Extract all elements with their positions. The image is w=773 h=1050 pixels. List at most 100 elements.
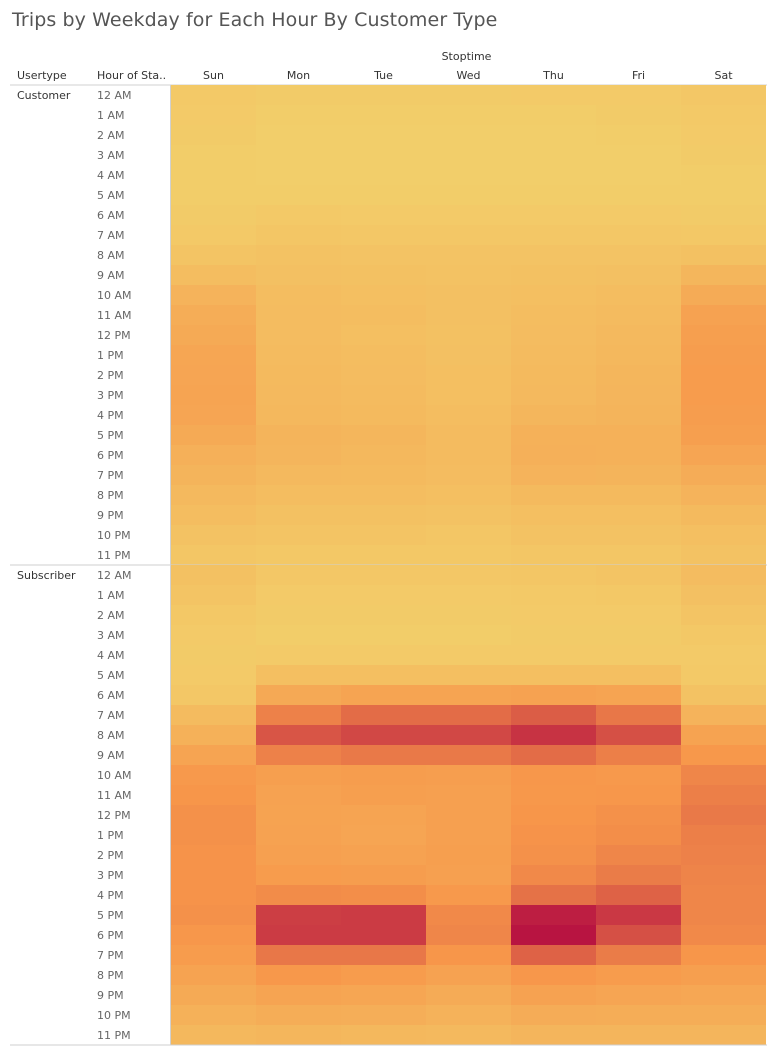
heatmap-cell <box>681 145 766 165</box>
heatmap-cell <box>341 825 426 845</box>
heatmap-cell <box>341 85 426 105</box>
heatmap-cell <box>511 745 596 765</box>
heatmap-cell <box>256 705 341 725</box>
heatmap-cell <box>511 205 596 225</box>
heatmap-cell <box>341 585 426 605</box>
heatmap-cell <box>681 605 766 625</box>
heatmap-cell <box>341 305 426 325</box>
heatmap-cell <box>171 825 256 845</box>
hour-label: 8 AM <box>97 729 125 742</box>
heatmap-cell <box>426 85 511 105</box>
hour-label: 6 PM <box>97 449 124 462</box>
heatmap-cell <box>596 705 681 725</box>
heatmap-cell <box>596 105 681 125</box>
heatmap-cell <box>681 585 766 605</box>
heatmap-cell <box>256 405 341 425</box>
heatmap-cell <box>171 685 256 705</box>
heatmap-cell <box>596 645 681 665</box>
heatmap-cell <box>681 165 766 185</box>
hour-label: 7 AM <box>97 709 125 722</box>
heatmap-cell <box>511 465 596 485</box>
heatmap-cell <box>426 505 511 525</box>
heatmap-cell <box>171 605 256 625</box>
heatmap-cell <box>171 445 256 465</box>
heatmap-cell <box>341 465 426 485</box>
heatmap-cell <box>681 885 766 905</box>
group-label-customer: Customer <box>17 89 71 102</box>
heatmap-cell <box>341 805 426 825</box>
hour-label: 10 AM <box>97 289 132 302</box>
column-label-sat: Sat <box>714 69 733 82</box>
heatmap-cell <box>426 325 511 345</box>
heatmap-cell <box>596 285 681 305</box>
heatmap-cell <box>681 985 766 1005</box>
heatmap-cell <box>511 885 596 905</box>
heatmap-cell <box>426 525 511 545</box>
hour-label: 9 AM <box>97 269 125 282</box>
heatmap-cell <box>596 405 681 425</box>
heatmap-cell <box>341 245 426 265</box>
heatmap-cell <box>596 265 681 285</box>
heatmap-cell <box>681 485 766 505</box>
heatmap-cell <box>256 785 341 805</box>
hour-label: 5 AM <box>97 669 125 682</box>
heatmap-cell <box>426 685 511 705</box>
heatmap-cell <box>426 865 511 885</box>
heatmap-cell <box>511 1025 596 1045</box>
heatmap-cell <box>426 465 511 485</box>
hour-label: 7 PM <box>97 469 124 482</box>
heatmap-cell <box>596 885 681 905</box>
heatmap-cell <box>171 725 256 745</box>
heatmap-cell <box>256 645 341 665</box>
heatmap-cell <box>511 185 596 205</box>
heatmap-cell <box>426 565 511 585</box>
heatmap-cell <box>171 785 256 805</box>
column-label-tue: Tue <box>373 69 393 82</box>
heatmap-cell <box>426 745 511 765</box>
heatmap-cell <box>256 745 341 765</box>
heatmap-cell <box>426 425 511 445</box>
heatmap-cell <box>681 425 766 445</box>
heatmap-cell <box>681 825 766 845</box>
hour-label: 12 PM <box>97 809 131 822</box>
heatmap-cell <box>426 145 511 165</box>
heatmap-cell <box>171 105 256 125</box>
hour-label: 8 AM <box>97 249 125 262</box>
heatmap-cell <box>511 485 596 505</box>
heatmap-cell <box>511 905 596 925</box>
hour-label: 6 AM <box>97 209 125 222</box>
heatmap-cell <box>256 165 341 185</box>
heatmap-cell <box>256 585 341 605</box>
heatmap-cell <box>511 125 596 145</box>
heatmap-cell <box>511 245 596 265</box>
hour-label: 2 PM <box>97 849 124 862</box>
heatmap-cell <box>341 665 426 685</box>
heatmap-cell <box>256 445 341 465</box>
heatmap-cell <box>341 785 426 805</box>
heatmap-cell <box>511 225 596 245</box>
heatmap-cell <box>426 485 511 505</box>
hour-label: 5 PM <box>97 909 124 922</box>
heatmap-cell <box>511 865 596 885</box>
hour-label: 4 AM <box>97 169 125 182</box>
heatmap-cell <box>596 445 681 465</box>
heatmap-cell <box>341 125 426 145</box>
heatmap-cell <box>681 265 766 285</box>
heatmap-cell <box>341 145 426 165</box>
hour-label: 1 PM <box>97 349 124 362</box>
heatmap-cell <box>596 245 681 265</box>
hour-label: 9 AM <box>97 749 125 762</box>
heatmap-cell <box>171 525 256 545</box>
heatmap-cell <box>681 905 766 925</box>
hour-label: 1 AM <box>97 589 125 602</box>
heatmap-cell <box>256 385 341 405</box>
heatmap-cell <box>511 405 596 425</box>
heatmap-cell <box>681 805 766 825</box>
heatmap-cell <box>681 925 766 945</box>
heatmap-cell <box>256 285 341 305</box>
heatmap-cell <box>681 325 766 345</box>
heatmap-cell <box>511 85 596 105</box>
heatmap-cell <box>511 725 596 745</box>
heatmap-cell <box>341 745 426 765</box>
heatmap-cell <box>171 1005 256 1025</box>
